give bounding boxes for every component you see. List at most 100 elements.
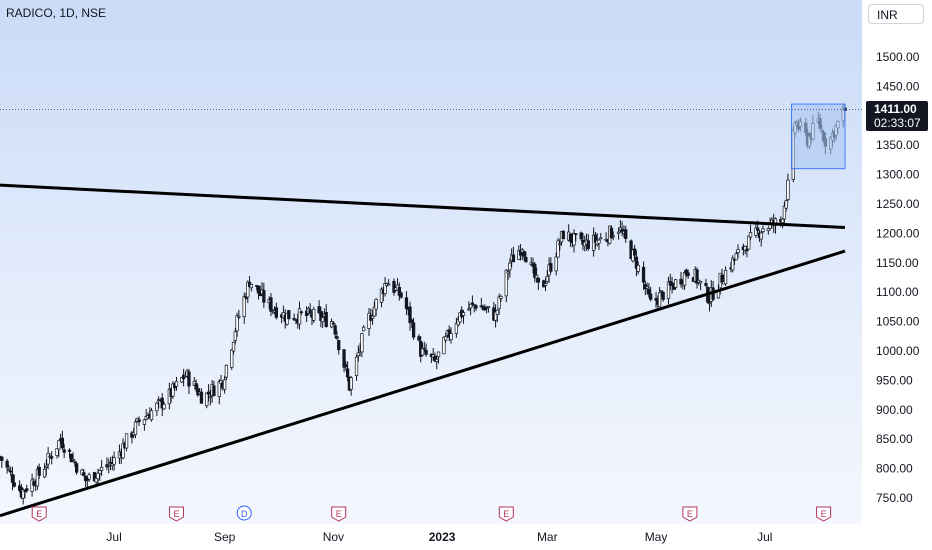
candle-body xyxy=(661,291,665,300)
candle xyxy=(25,484,29,493)
candle xyxy=(230,348,234,371)
candle-body xyxy=(410,319,414,323)
candle-body xyxy=(10,474,15,483)
candle-body xyxy=(206,391,211,395)
candle-body xyxy=(205,392,209,407)
candle-body xyxy=(324,311,328,327)
earnings-marker[interactable]: E xyxy=(498,506,514,522)
candle-body xyxy=(224,364,229,378)
candle-body xyxy=(345,368,350,378)
time-axis-background[interactable] xyxy=(0,524,862,550)
candle xyxy=(404,291,409,315)
candle-body xyxy=(383,283,387,294)
earnings-marker[interactable]: E xyxy=(31,506,47,522)
candle-body xyxy=(773,218,778,226)
candle-body xyxy=(467,308,471,311)
candle xyxy=(657,286,662,307)
candle-body xyxy=(682,272,687,286)
event-label: E xyxy=(687,509,693,519)
candle xyxy=(524,251,528,263)
candle xyxy=(479,297,483,308)
time-tick-label: Sep xyxy=(214,530,236,544)
candle xyxy=(704,278,708,288)
candle-body xyxy=(411,322,416,338)
candle-body xyxy=(599,237,603,240)
candle xyxy=(231,341,236,355)
candle xyxy=(50,450,54,465)
earnings-marker[interactable]: E xyxy=(168,506,184,522)
candle xyxy=(155,401,159,416)
candle-body xyxy=(782,205,787,220)
candle-body xyxy=(435,358,439,362)
candles-layer xyxy=(0,103,847,505)
candle-body xyxy=(46,452,50,465)
candle xyxy=(747,235,751,250)
earnings-marker[interactable]: E xyxy=(682,506,698,522)
candle-body xyxy=(349,377,353,390)
candle-body xyxy=(454,322,459,334)
candle xyxy=(782,201,787,226)
candle xyxy=(87,472,91,483)
currency-button[interactable]: INR xyxy=(868,4,924,24)
candle xyxy=(549,257,553,274)
candle xyxy=(392,278,396,296)
candle xyxy=(597,238,601,251)
candle xyxy=(187,368,191,395)
dividend-marker[interactable]: D xyxy=(236,505,252,521)
candle-body xyxy=(75,463,79,473)
candle-body xyxy=(57,440,61,450)
candle-body xyxy=(194,383,198,390)
candle-body xyxy=(657,292,662,307)
candle-body xyxy=(784,200,788,209)
earnings-marker-shape xyxy=(816,506,832,522)
earnings-marker[interactable]: E xyxy=(816,506,832,522)
candle-body xyxy=(133,421,138,436)
price-tick-label: 1300.00 xyxy=(876,168,920,182)
candle xyxy=(454,317,459,338)
candle xyxy=(274,302,278,320)
candle xyxy=(12,474,16,488)
candle xyxy=(745,245,749,258)
candle xyxy=(504,269,508,303)
candle-body xyxy=(534,274,539,279)
time-axis-labels: Jul Sep Nov 2023 Mar May Jul xyxy=(106,530,772,544)
candle-body xyxy=(695,269,699,284)
candle-body xyxy=(107,464,111,467)
candle-body xyxy=(524,257,528,263)
candle xyxy=(144,408,148,421)
candle-body xyxy=(734,253,738,261)
candle-body xyxy=(50,456,54,459)
candle xyxy=(212,380,216,397)
candle xyxy=(42,463,47,479)
candle-body xyxy=(321,317,325,323)
candle-body xyxy=(0,456,4,461)
trendline-lower xyxy=(0,249,846,518)
candle xyxy=(624,225,628,243)
candle xyxy=(424,343,428,357)
earnings-marker-shape xyxy=(331,506,347,522)
candle xyxy=(616,227,621,240)
bar-countdown: 02:33:07 xyxy=(874,116,921,130)
candle xyxy=(442,336,446,355)
candle-body xyxy=(424,350,428,355)
candle xyxy=(349,376,353,396)
candle-body xyxy=(745,248,749,252)
earnings-marker[interactable]: E xyxy=(331,506,347,522)
candle xyxy=(75,461,79,475)
price-axis-background[interactable] xyxy=(862,0,932,550)
symbol-title[interactable]: RADICO, 1D, NSE xyxy=(6,6,107,20)
candle xyxy=(470,295,475,307)
dividend-marker-circle xyxy=(236,505,252,521)
candle xyxy=(360,332,364,358)
candle xyxy=(105,457,109,471)
candle-body xyxy=(174,380,179,387)
candle xyxy=(67,448,72,459)
candle xyxy=(354,354,359,381)
candle-body xyxy=(155,402,159,412)
candle xyxy=(497,293,501,315)
candle xyxy=(773,217,778,234)
candle-body xyxy=(399,292,403,298)
